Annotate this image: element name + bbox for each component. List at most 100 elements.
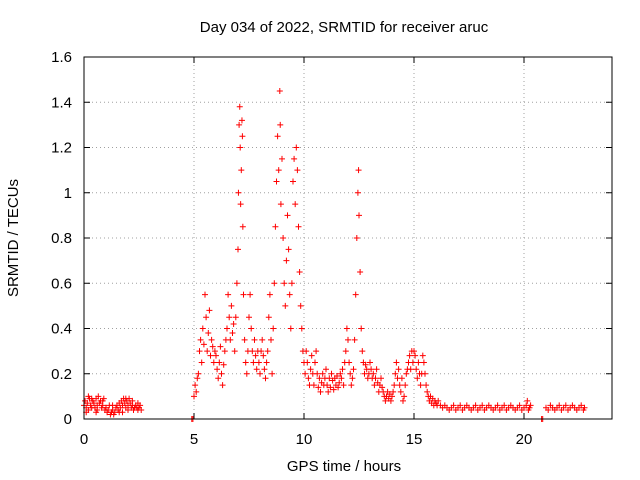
data-point (323, 366, 329, 373)
data-point (398, 375, 405, 382)
y-tick-label: 0.4 (51, 321, 72, 338)
x-axis-label: GPS time / hours (287, 458, 401, 475)
data-point (209, 343, 216, 350)
data-point (367, 359, 373, 366)
data-point (207, 352, 214, 359)
data-point (122, 395, 129, 402)
data-point (527, 402, 534, 409)
data-point (287, 325, 294, 332)
data-point (215, 375, 222, 382)
data-point (354, 189, 361, 196)
x-tick-label: 5 (190, 431, 198, 448)
x-axis-ticks: 0 5 10 15 20 (80, 57, 533, 448)
data-point (400, 397, 406, 404)
data-point (200, 341, 207, 348)
data-point (250, 359, 257, 366)
data-point (197, 336, 204, 343)
data-point (353, 235, 360, 241)
data-point (362, 361, 369, 368)
data-point (236, 103, 243, 110)
data-point (379, 384, 386, 391)
y-tick-label: 1.2 (51, 140, 72, 157)
data-point (258, 348, 265, 355)
chart-title: Day 034 of 2022, SRMTID for receiver aru… (200, 19, 489, 36)
data-point (277, 121, 284, 128)
data-point (238, 117, 245, 124)
data-point (95, 393, 102, 400)
data-point (422, 370, 428, 377)
data-point (236, 121, 243, 128)
data-point (307, 366, 314, 373)
data-point (85, 393, 92, 400)
x-tick-label: 20 (516, 431, 533, 448)
data-point (235, 246, 241, 253)
data-point (194, 375, 201, 382)
data-point (237, 201, 244, 208)
data-point (298, 325, 305, 332)
data-point (88, 395, 95, 402)
data-point (295, 223, 302, 230)
data-point (277, 201, 284, 208)
data-point (387, 397, 394, 404)
data-point (264, 348, 271, 355)
data-point (232, 314, 239, 321)
data-point (524, 397, 531, 404)
data-point (99, 397, 106, 404)
data-point (204, 348, 211, 355)
data-point (308, 352, 315, 359)
data-point (193, 388, 200, 395)
data-point (247, 291, 254, 298)
y-axis-label: SRMTID / TECUs (5, 179, 22, 297)
x-tick-label: 10 (296, 431, 313, 448)
data-point (501, 402, 508, 409)
data-point (230, 320, 237, 327)
data-point (84, 400, 91, 407)
data-point (297, 302, 304, 309)
data-point (545, 406, 552, 413)
data-point (351, 336, 358, 343)
data-point (249, 348, 256, 355)
data-point (217, 343, 224, 350)
data-point (261, 366, 268, 373)
data-point (284, 212, 291, 219)
data-point (314, 370, 321, 377)
data-point (213, 352, 219, 359)
data-point (402, 382, 409, 389)
data-point (390, 388, 397, 395)
data-point (199, 325, 206, 332)
data-point (270, 325, 277, 332)
data-point (248, 325, 255, 332)
data-point (269, 370, 276, 377)
data-point (325, 388, 332, 395)
data-point (391, 382, 398, 389)
data-point (191, 393, 197, 400)
data-point (283, 257, 290, 264)
data-point (285, 246, 292, 253)
data-point (246, 314, 252, 321)
data-point (414, 375, 421, 382)
data-point (251, 336, 258, 343)
data-point (350, 366, 357, 373)
data-point (271, 280, 278, 287)
data-point (253, 366, 260, 373)
data-point (479, 402, 486, 409)
data-point (280, 235, 287, 241)
data-point (346, 359, 353, 366)
data-point (279, 155, 285, 162)
data-point (457, 402, 464, 409)
data-point (293, 144, 300, 151)
data-point (392, 370, 399, 377)
y-tick-label: 0.6 (51, 275, 72, 292)
data-point (290, 178, 296, 185)
data-point (382, 397, 389, 404)
data-point (268, 336, 274, 343)
data-point (214, 366, 221, 373)
data-point (241, 336, 248, 343)
data-point (233, 280, 240, 287)
data-point (556, 402, 563, 409)
data-point (336, 379, 343, 386)
data-point (401, 393, 408, 400)
data-point (228, 302, 235, 309)
data-point (326, 375, 333, 382)
